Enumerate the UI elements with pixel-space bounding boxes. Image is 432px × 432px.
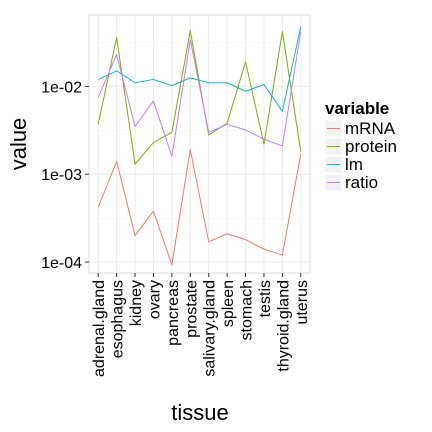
x-tick-label: ovary — [146, 280, 163, 319]
legend-label-mrna: mRNA — [345, 119, 396, 138]
legend-label-ratio: ratio — [345, 173, 378, 192]
series-line-mrna — [97, 149, 302, 266]
series-lines — [97, 26, 302, 266]
x-tick-label: thyroid.gland — [275, 280, 292, 372]
series-line-protein — [97, 30, 302, 165]
legend-label-protein: protein — [345, 137, 397, 156]
x-tick-label: spleen — [220, 280, 237, 327]
x-tick-label: stomach — [239, 280, 256, 340]
x-tick-label: esophagus — [110, 280, 127, 358]
y-tick-label: 1e-02 — [41, 79, 82, 96]
x-tick-label: uterus — [294, 280, 311, 324]
y-axis: 1e-04 1e-03 1e-02 — [41, 79, 89, 272]
plot-panel — [88, 14, 311, 274]
y-tick-label: 1e-03 — [41, 167, 82, 184]
x-axis: adrenal.gland esophagus kidney ovary pancrea… — [91, 273, 311, 377]
x-tick-label: kidney — [128, 280, 145, 326]
x-tick-label: testis — [257, 280, 274, 317]
x-tick-label: salivary.gland — [202, 280, 219, 377]
legend-label-lm: lm — [345, 155, 363, 174]
y-tick-label: 1e-04 — [41, 255, 82, 272]
x-tick-label: adrenal.gland — [91, 280, 108, 377]
x-axis-title: tissue — [171, 400, 228, 425]
legend-title: variable — [325, 99, 389, 118]
y-axis-title: value — [6, 118, 31, 171]
series-line-ratio — [97, 31, 302, 157]
series-line-lm — [98, 26, 302, 112]
x-tick-label: pancreas — [165, 280, 182, 346]
x-tick-label: prostate — [183, 280, 200, 338]
